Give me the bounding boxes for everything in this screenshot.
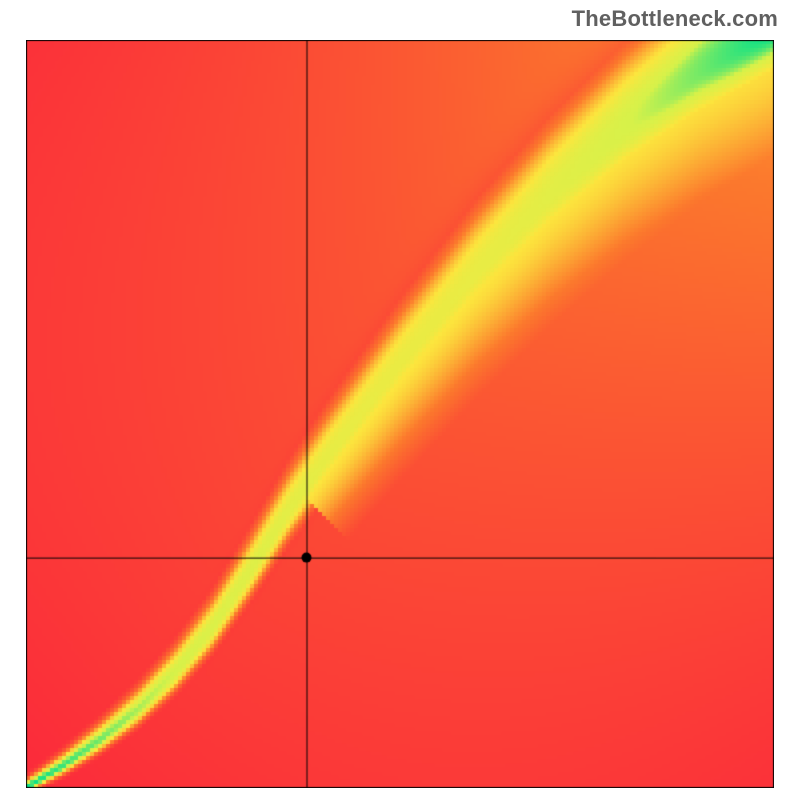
bottleneck-heatmap bbox=[26, 40, 774, 788]
attribution-text: TheBottleneck.com bbox=[572, 6, 778, 32]
